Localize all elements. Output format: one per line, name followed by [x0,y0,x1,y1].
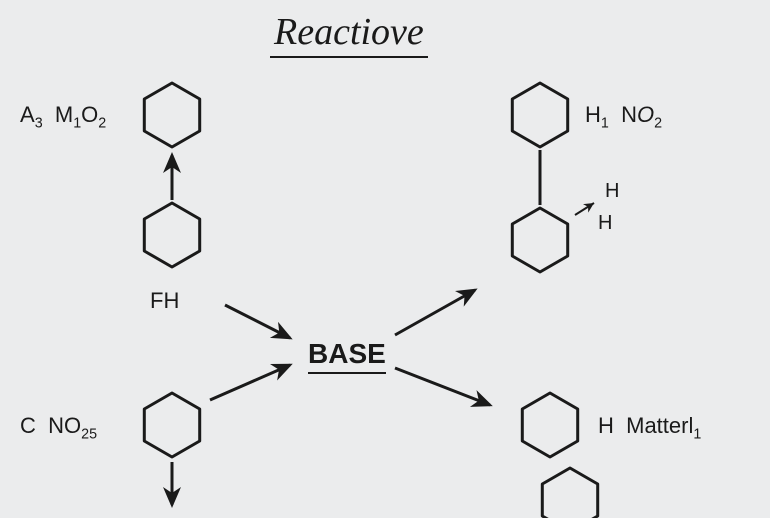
diagram-canvas: Reactiove BASE A3 M1O2 FH C NO25 H1 NO2 HH H … [0,0,770,518]
arrow-base-to-tr [395,290,475,335]
label-h-up: H [605,180,619,203]
label-h1no: H1 NO2 [585,102,662,131]
arrow-tr-small [575,203,594,215]
diagram-title: Reactiove [270,10,428,58]
arrow-bl-to-base [210,365,290,400]
arrow-tl-to-base [225,305,290,338]
hexagon-br-bot [542,468,597,518]
label-hmatter: H Matterl1 [598,413,701,442]
arrow-base-to-br [395,368,490,405]
hexagon-tl-top [144,83,199,147]
hexagon-tr-bot [512,208,567,272]
hexagon-tl-bot [144,203,199,267]
hexagon-tr-top [512,83,567,147]
label-cno25: C NO25 [20,413,97,442]
label-fh: FH [150,288,179,314]
hexagon-br-top [522,393,577,457]
base-label: BASE [308,338,386,374]
label-h-low: H [598,212,612,235]
label-a3m1o2: A3 M1O2 [20,102,106,131]
hexagon-bl [144,393,199,457]
